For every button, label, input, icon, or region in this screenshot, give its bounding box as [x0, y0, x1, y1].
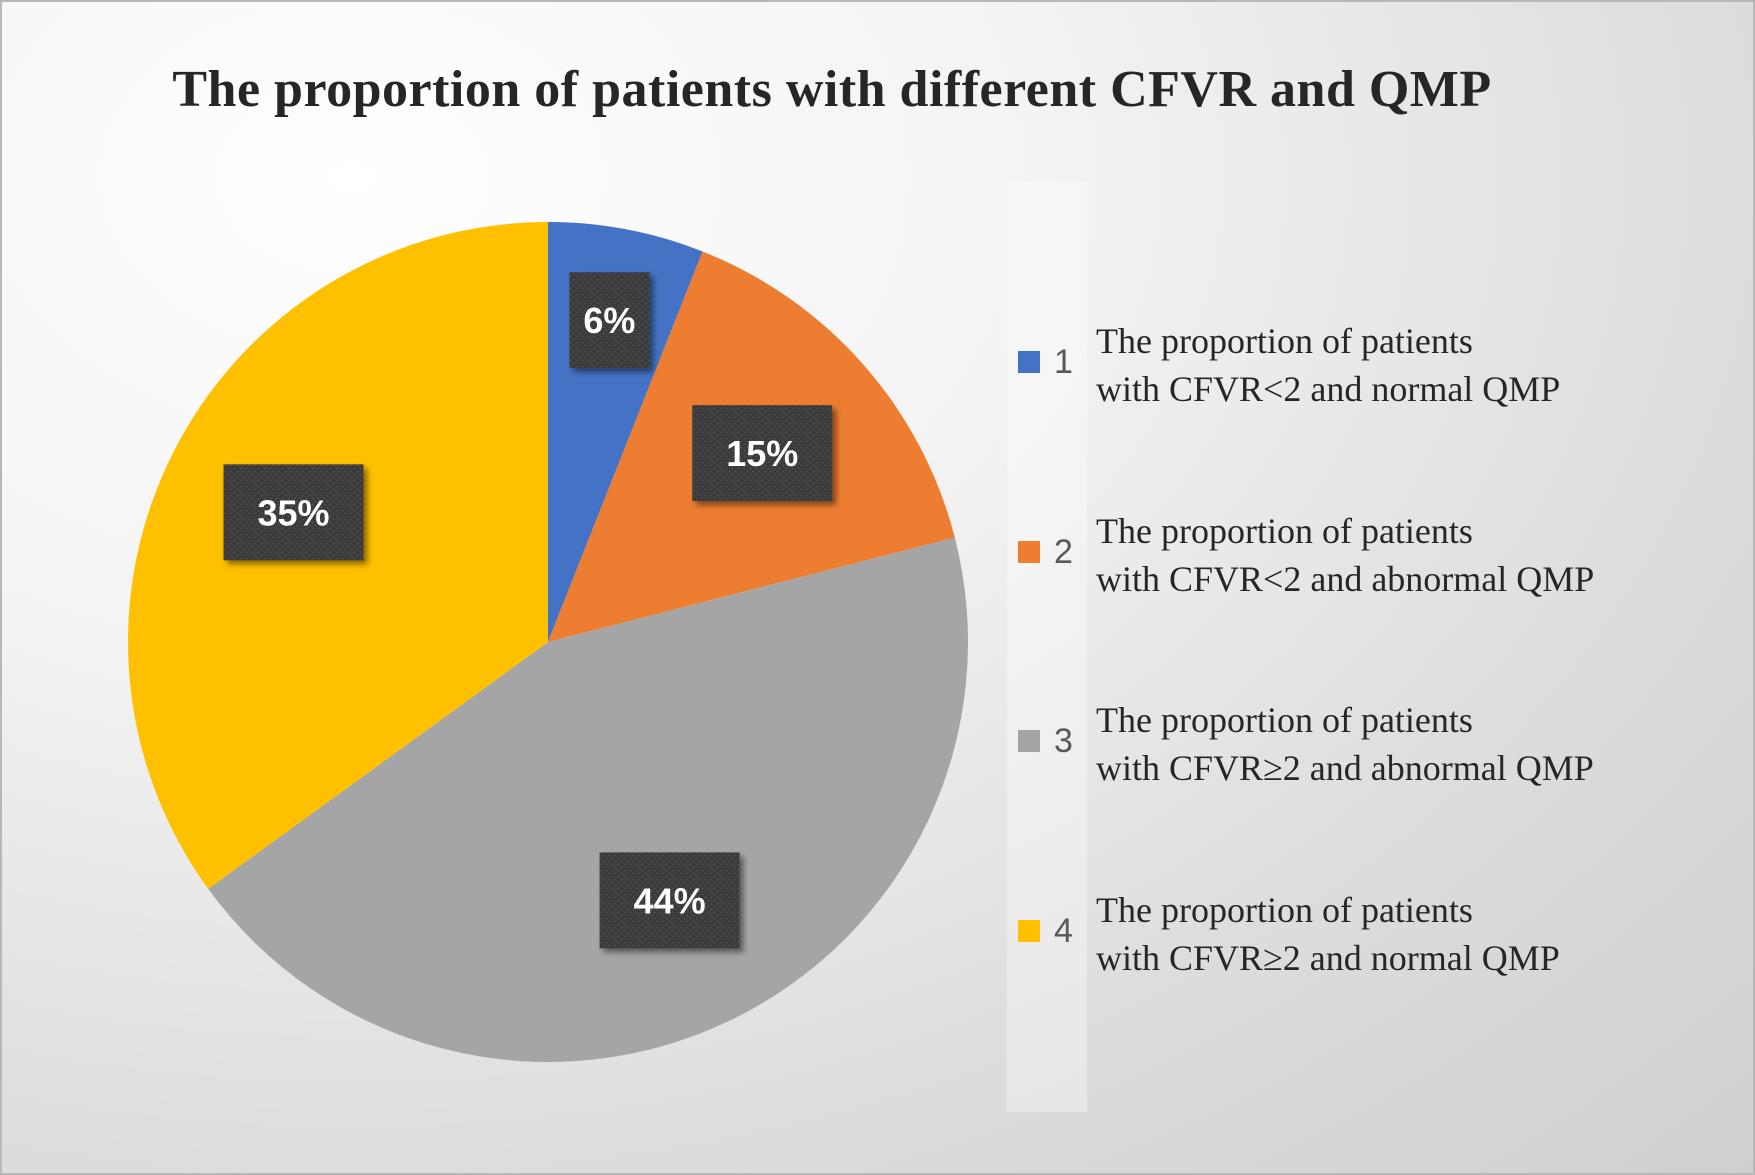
legend-label-3: The proportion of patients with CFVR≥2 a…: [1096, 696, 1594, 792]
legend-item-2: 2 The proportion of patients with CFVR<2…: [1012, 507, 1732, 617]
legend-label-1-line2: with CFVR<2 and normal QMP: [1096, 369, 1561, 409]
legend-number-1: 1: [1054, 343, 1073, 381]
legend-label-2: The proportion of patients with CFVR<2 a…: [1096, 507, 1594, 603]
data-label-3: 44%: [599, 852, 740, 949]
legend-swatch-4: [1018, 920, 1040, 942]
legend-number-2: 2: [1054, 533, 1073, 571]
data-label-box-1: [569, 272, 650, 369]
legend-number-3: 3: [1054, 722, 1073, 760]
data-label-4: 35%: [223, 464, 364, 561]
legend-label-4: The proportion of patients with CFVR≥2 a…: [1096, 886, 1560, 982]
legend-label-1: The proportion of patients with CFVR<2 a…: [1096, 317, 1560, 413]
legend-label-1-line1: The proportion of patients: [1096, 321, 1473, 361]
legend-number-4: 4: [1054, 912, 1073, 950]
legend-swatch-3: [1018, 730, 1040, 752]
data-label-text-1: 6%: [583, 300, 635, 341]
legend-swatch-1: [1018, 351, 1040, 373]
data-label-box-4: [223, 464, 364, 561]
legend-label-3-line2: with CFVR≥2 and abnormal QMP: [1096, 748, 1594, 788]
legend-backdrop: [1007, 182, 1087, 1112]
legend-item-4: 4 The proportion of patients with CFVR≥2…: [1012, 886, 1732, 996]
data-label-2: 15%: [692, 405, 833, 502]
chart-title: The proportion of patients with differen…: [172, 61, 1492, 118]
data-label-box-2: [692, 405, 833, 502]
data-label-text-3: 44%: [634, 880, 706, 921]
data-label-1: 6%: [569, 272, 650, 369]
data-label-box-3: [599, 852, 740, 949]
legend-label-2-line1: The proportion of patients: [1096, 511, 1473, 551]
pie-slices: [127, 222, 969, 1063]
legend-label-4-line2: with CFVR≥2 and normal QMP: [1096, 938, 1560, 978]
pie-data-labels: 6% 15% 44% 35%: [223, 272, 833, 949]
legend-item-3: 3 The proportion of patients with CFVR≥2…: [1012, 696, 1732, 806]
data-label-text-2: 15%: [726, 433, 798, 474]
pie-slice-3: [208, 537, 969, 1063]
legend-item-1: 1 The proportion of patients with CFVR<2…: [1012, 317, 1732, 427]
legend-label-3-line1: The proportion of patients: [1096, 700, 1473, 740]
data-label-text-4: 35%: [257, 492, 329, 533]
legend-label-4-line1: The proportion of patients: [1096, 890, 1473, 930]
legend-label-2-line2: with CFVR<2 and abnormal QMP: [1096, 559, 1595, 599]
legend-swatch-2: [1018, 541, 1040, 563]
